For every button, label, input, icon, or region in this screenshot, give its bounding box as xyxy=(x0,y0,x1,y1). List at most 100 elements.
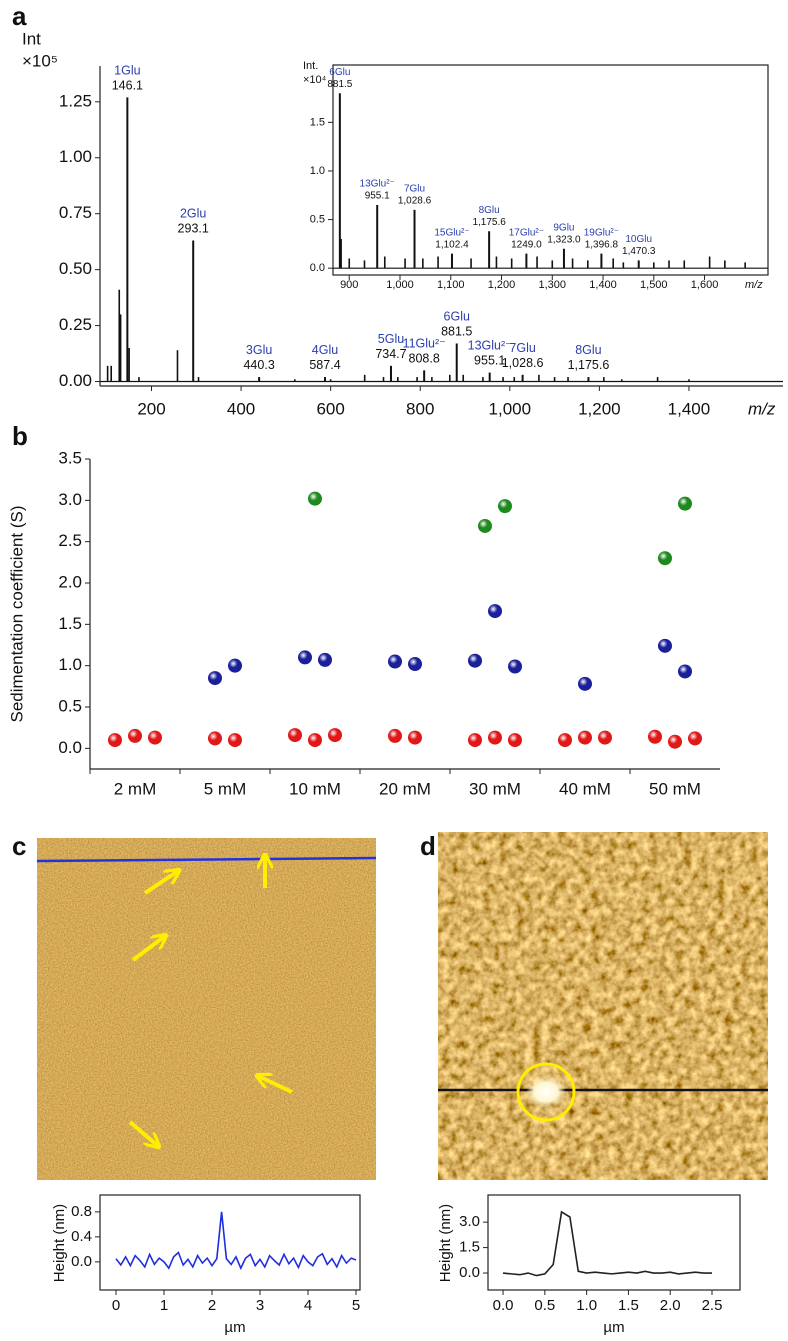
peak-mz-label: 1,470.3 xyxy=(622,246,656,257)
x-tick-label: 10 mM xyxy=(289,779,341,798)
peak-mz-label: 587.4 xyxy=(309,358,340,372)
point xyxy=(308,491,322,506)
profile-line xyxy=(115,1211,357,1271)
y-tick-label: 0.75 xyxy=(59,203,92,222)
peak-ion-label: 8Glu xyxy=(575,343,601,357)
peak-ion-label: 13Glu²⁻ xyxy=(360,179,395,190)
peak-ion-label: 8Glu xyxy=(479,205,500,216)
highlight-circle xyxy=(516,1062,576,1122)
arrow xyxy=(143,871,178,895)
point xyxy=(478,518,492,533)
peak-mz-label: 1,323.0 xyxy=(547,234,581,245)
y-tick-label: 0.00 xyxy=(59,371,92,390)
x-tick-label: 1,500 xyxy=(640,279,668,291)
peak-mz-label: 881.5 xyxy=(327,79,352,90)
x-tick-label: 40 mM xyxy=(559,779,611,798)
y-tick-label: 3.0 xyxy=(459,1213,480,1230)
y-tick-label: 0.25 xyxy=(59,315,92,334)
point xyxy=(648,729,662,744)
x-tick-label: 1 xyxy=(160,1297,168,1314)
point xyxy=(408,730,422,745)
profile-line xyxy=(502,1210,712,1277)
point xyxy=(468,733,482,748)
y-tick-label: 1.25 xyxy=(59,91,92,110)
y-tick-label: 1.00 xyxy=(59,147,92,166)
y-tick-label: 2.5 xyxy=(58,531,82,550)
arrow xyxy=(128,1120,158,1146)
x-tick-label: 1,200 xyxy=(488,279,516,291)
y-tick-label: 0.5 xyxy=(58,696,82,715)
y-tick-label: 0.8 xyxy=(71,1203,92,1220)
x-tick-label: 600 xyxy=(316,399,344,418)
peak-mz-label: 734.7 xyxy=(375,347,406,361)
point xyxy=(128,728,142,743)
point xyxy=(678,664,692,679)
y-tick-label: 1.0 xyxy=(58,655,82,674)
scan-line xyxy=(36,856,377,863)
y-axis-unit: ×10⁴ xyxy=(303,74,327,86)
point xyxy=(328,728,342,743)
x-axis-label: µm xyxy=(224,1319,245,1336)
x-tick-label: 800 xyxy=(406,399,434,418)
y-tick-label: 0.0 xyxy=(71,1253,92,1270)
peak-ion-label: 2Glu xyxy=(180,207,206,221)
y-tick-label: 3.5 xyxy=(58,448,82,467)
point xyxy=(318,652,332,667)
peak-ion-label: 7Glu xyxy=(509,341,535,355)
peak-ion-label: 4Glu xyxy=(312,343,338,357)
peak-mz-label: 1,102.4 xyxy=(435,239,469,250)
chart-scatter: b 0.0 0.5 1.0 1.5 2.0 2.5 3.0 3.5 Sedimentation c… xyxy=(7,421,720,798)
point xyxy=(488,730,502,745)
x-tick-label: 5 mM xyxy=(204,779,247,798)
peak-ion-label: 13Glu²⁻ xyxy=(468,339,512,353)
point xyxy=(388,654,402,669)
peak-mz-label: 955.1 xyxy=(365,191,390,202)
x-tick-label: 200 xyxy=(137,399,165,418)
peak-mz-label: 1,028.6 xyxy=(398,196,432,207)
y-axis-label: Height (nm) xyxy=(437,1204,454,1282)
peak-mz-label: 440.3 xyxy=(243,358,274,372)
point xyxy=(388,728,402,743)
y-tick-label: 3.0 xyxy=(58,490,82,509)
panel-letter: c xyxy=(12,831,26,861)
y-axis-label: Sedimentation coefficient (S) xyxy=(7,505,26,722)
x-tick-label: 1,000 xyxy=(386,279,414,291)
point xyxy=(298,650,312,665)
y-axis-label: Height (nm) xyxy=(51,1204,68,1282)
point xyxy=(288,728,302,743)
chart-spectrum: 0.0 0.5 1.0 1.5 900 1,000 1,100 1,200 1,300 1,400… xyxy=(303,60,769,291)
peak-mz-label: 1,028.6 xyxy=(502,356,544,370)
y-tick-label: 0.0 xyxy=(459,1264,480,1281)
x-axis-label: µm xyxy=(603,1319,624,1336)
y-tick-label: 2.0 xyxy=(58,572,82,591)
arrow xyxy=(131,936,165,962)
x-tick-label: 1,100 xyxy=(437,279,465,291)
x-tick-label: 5 xyxy=(352,1297,360,1314)
chart-line: c 0.0 0.4 0.8 0 1 2 3 4 5 Height (nm) µm xyxy=(12,831,361,1336)
point xyxy=(208,731,222,746)
x-tick-label: 1,400 xyxy=(668,399,711,418)
x-tick-label: 3 xyxy=(256,1297,264,1314)
particle xyxy=(526,1076,566,1108)
peak-ion-label: 17Glu²⁻ xyxy=(509,227,544,238)
x-tick-label: 0 xyxy=(112,1297,120,1314)
afm-texture xyxy=(438,832,768,1180)
peak-ion-label: 19Glu²⁻ xyxy=(584,227,619,238)
x-tick-label: 900 xyxy=(340,279,358,291)
peak-mz-label: 146.1 xyxy=(112,78,143,92)
y-tick-label: 0.50 xyxy=(59,259,92,278)
point xyxy=(678,496,692,511)
point xyxy=(498,499,512,514)
peak-mz-label: 1,175.6 xyxy=(472,217,506,228)
x-tick-label: 4 xyxy=(304,1297,312,1314)
arrow xyxy=(258,1076,293,1094)
x-tick-label: 2.0 xyxy=(660,1297,681,1314)
x-tick-label: 400 xyxy=(227,399,255,418)
x-tick-label: 2 xyxy=(208,1297,216,1314)
plot-frame xyxy=(332,64,769,276)
point xyxy=(578,676,592,691)
point xyxy=(148,730,162,745)
peak-ion-label: 1Glu xyxy=(114,63,140,77)
x-tick-label: 0.5 xyxy=(534,1297,555,1314)
y-tick-label: 0.5 xyxy=(310,213,325,225)
